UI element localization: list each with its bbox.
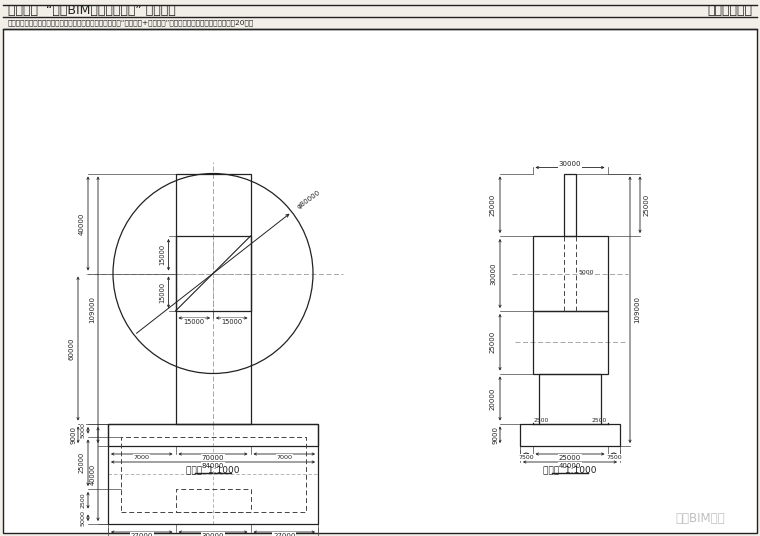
- Text: 15000: 15000: [160, 282, 166, 303]
- Text: 品智BIM科技: 品智BIM科技: [675, 511, 725, 525]
- Text: 25000: 25000: [644, 193, 650, 216]
- Text: 中国图学学会: 中国图学学会: [707, 4, 752, 18]
- Text: 20000: 20000: [490, 388, 496, 410]
- Bar: [108, 424, 318, 524]
- Text: 30000: 30000: [201, 532, 224, 536]
- Text: 25000: 25000: [490, 193, 496, 216]
- Text: 40000: 40000: [90, 464, 96, 485]
- Text: 9000: 9000: [70, 426, 76, 444]
- Bar: [520, 423, 620, 446]
- Bar: [564, 174, 576, 236]
- Bar: [533, 236, 607, 311]
- Text: 25000: 25000: [559, 455, 581, 460]
- Text: 2500: 2500: [591, 418, 606, 422]
- Text: 2500: 2500: [81, 493, 85, 508]
- Text: 侧视图  1:1000: 侧视图 1:1000: [543, 465, 597, 474]
- Text: 7000: 7000: [134, 455, 150, 460]
- Text: 60000: 60000: [69, 337, 75, 360]
- Text: 109000: 109000: [89, 296, 95, 323]
- Text: 第十二期  “全国BIM技能等级考试” 一级试题: 第十二期 “全国BIM技能等级考试” 一级试题: [8, 4, 176, 18]
- Text: 15000: 15000: [221, 318, 242, 324]
- Text: 5000: 5000: [81, 422, 85, 438]
- Text: 25000: 25000: [79, 452, 85, 473]
- Text: 25000: 25000: [490, 331, 496, 353]
- Text: 30000: 30000: [490, 262, 496, 285]
- Bar: [533, 311, 607, 374]
- Bar: [176, 174, 251, 423]
- Text: 5000: 5000: [81, 510, 85, 526]
- Text: 2500: 2500: [534, 418, 549, 422]
- Text: 7500: 7500: [606, 455, 622, 460]
- Text: 27000: 27000: [273, 532, 296, 536]
- Text: 7500: 7500: [518, 455, 534, 460]
- Text: 主视图  1:1000: 主视图 1:1000: [186, 465, 239, 474]
- Text: 15000: 15000: [160, 244, 166, 265]
- Text: 9000: 9000: [492, 426, 498, 444]
- Bar: [176, 236, 251, 311]
- Text: 7000: 7000: [276, 455, 293, 460]
- Text: 30000: 30000: [559, 161, 581, 167]
- Text: 40000: 40000: [559, 463, 581, 468]
- Text: 84000: 84000: [202, 463, 224, 468]
- Text: φ80000: φ80000: [296, 189, 321, 210]
- Text: 27000: 27000: [131, 532, 153, 536]
- Text: 109000: 109000: [634, 296, 640, 323]
- Bar: [108, 423, 318, 446]
- Text: 5000: 5000: [578, 270, 594, 274]
- Text: 15000: 15000: [184, 318, 204, 324]
- Text: 三、根据给定尺寸，用体量方式创建模型，请将模型文件以“方图大厦+考生姓名”为文件名保存到考生文件夹中。（20分）: 三、根据给定尺寸，用体量方式创建模型，请将模型文件以“方图大厦+考生姓名”为文件…: [8, 20, 255, 26]
- Bar: [539, 374, 601, 423]
- Text: 40000: 40000: [79, 212, 85, 235]
- Text: 70000: 70000: [201, 455, 224, 460]
